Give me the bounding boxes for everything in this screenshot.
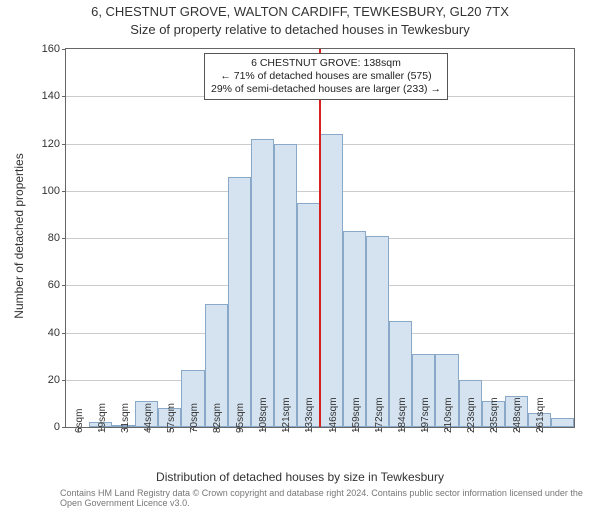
y-tick-mark xyxy=(62,49,66,50)
annotation-line-1: 6 CHESTNUT GROVE: 138sqm xyxy=(211,57,441,70)
histogram-bar xyxy=(551,418,574,427)
x-tick-label: 172sqm xyxy=(374,397,385,433)
x-tick-label: 235sqm xyxy=(489,397,500,433)
title-address: 6, CHESTNUT GROVE, WALTON CARDIFF, TEWKE… xyxy=(0,4,600,21)
plot-area: 0204060801001201401606sqm19sqm31sqm44sqm… xyxy=(65,48,575,428)
histogram-bar xyxy=(320,134,343,427)
x-tick-label: 223sqm xyxy=(466,397,477,433)
chart-container: 6, CHESTNUT GROVE, WALTON CARDIFF, TEWKE… xyxy=(0,4,600,504)
x-tick-label: 121sqm xyxy=(281,397,292,433)
x-tick-label: 197sqm xyxy=(420,397,431,433)
histogram-bar xyxy=(274,144,297,428)
y-tick-mark xyxy=(62,191,66,192)
y-tick-mark xyxy=(62,96,66,97)
y-tick-mark xyxy=(62,380,66,381)
y-tick-mark xyxy=(62,333,66,334)
x-tick-label: 184sqm xyxy=(397,397,408,433)
annotation-line-2: ← 71% of detached houses are smaller (57… xyxy=(211,70,441,83)
y-tick-label: 60 xyxy=(48,279,60,291)
x-tick-label: 133sqm xyxy=(304,397,315,433)
x-tick-label: 261sqm xyxy=(535,397,546,433)
histogram-bar xyxy=(251,139,274,427)
y-tick-label: 160 xyxy=(42,43,60,55)
annotation-box: 6 CHESTNUT GROVE: 138sqm ← 71% of detach… xyxy=(204,53,448,100)
y-tick-label: 140 xyxy=(42,90,60,102)
y-tick-label: 80 xyxy=(48,232,60,244)
x-tick-label: 248sqm xyxy=(512,397,523,433)
x-tick-label: 70sqm xyxy=(189,403,200,433)
x-tick-label: 146sqm xyxy=(328,397,339,433)
y-tick-label: 40 xyxy=(48,327,60,339)
y-tick-mark xyxy=(62,238,66,239)
x-tick-label: 108sqm xyxy=(258,397,269,433)
x-tick-label: 31sqm xyxy=(120,403,131,433)
y-tick-label: 120 xyxy=(42,138,60,150)
y-tick-mark xyxy=(62,427,66,428)
reference-line xyxy=(319,49,321,427)
y-axis-label: Number of detached properties xyxy=(12,153,26,318)
x-tick-label: 210sqm xyxy=(443,397,454,433)
copyright-text: Contains HM Land Registry data © Crown c… xyxy=(60,488,600,508)
x-tick-label: 6sqm xyxy=(74,409,85,433)
y-tick-label: 100 xyxy=(42,185,60,197)
title-subtitle: Size of property relative to detached ho… xyxy=(0,22,600,39)
x-tick-label: 159sqm xyxy=(351,397,362,433)
x-tick-label: 19sqm xyxy=(97,403,108,433)
x-tick-label: 57sqm xyxy=(166,403,177,433)
histogram-bar xyxy=(228,177,251,427)
x-tick-label: 82sqm xyxy=(212,403,223,433)
histogram-bar xyxy=(297,203,320,427)
y-tick-mark xyxy=(62,285,66,286)
x-axis-label: Distribution of detached houses by size … xyxy=(0,470,600,484)
y-tick-label: 0 xyxy=(54,421,60,433)
x-tick-label: 44sqm xyxy=(143,403,154,433)
y-tick-mark xyxy=(62,144,66,145)
x-tick-label: 95sqm xyxy=(235,403,246,433)
annotation-line-3: 29% of semi-detached houses are larger (… xyxy=(211,83,441,96)
y-tick-label: 20 xyxy=(48,374,60,386)
